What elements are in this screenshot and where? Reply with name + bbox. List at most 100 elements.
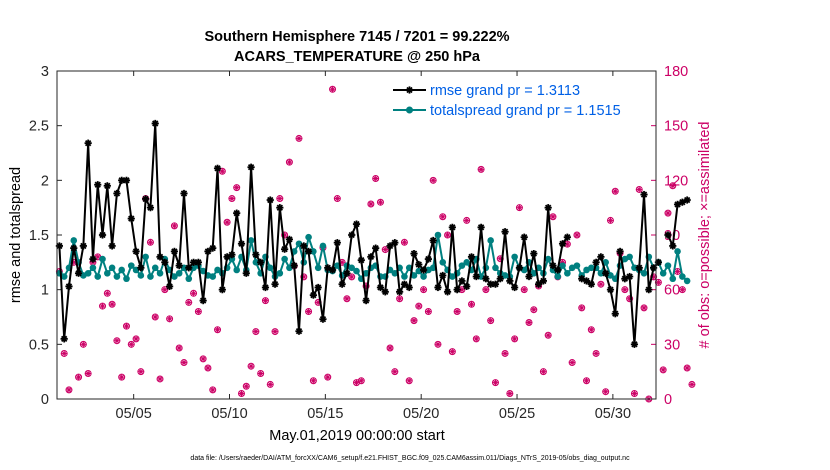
- totalspread-point: [434, 231, 442, 239]
- totalspread-point: [544, 255, 552, 263]
- totalspread-point: [185, 275, 193, 283]
- legend-rmse-asterisk: [405, 86, 414, 94]
- rmse-point: [180, 189, 188, 198]
- rmse-point: [630, 340, 639, 348]
- obs-assimilated-marker: [228, 195, 235, 202]
- rmse-point: [554, 266, 562, 274]
- totalspread-point: [104, 269, 111, 277]
- rmse-point: [415, 260, 423, 269]
- rmse-point: [491, 280, 500, 288]
- rmse-point: [357, 256, 365, 264]
- rmse-point: [103, 182, 111, 190]
- obs-assimilated-marker: [233, 184, 240, 191]
- obs-assimilated-marker: [75, 374, 82, 381]
- obs-assimilated-marker: [478, 166, 485, 173]
- left-tick-label: 2: [41, 173, 49, 189]
- rmse-point: [669, 242, 677, 250]
- obs-assimilated-marker: [674, 268, 681, 275]
- obs-assimilated-marker: [358, 377, 365, 384]
- obs-assimilated-marker: [214, 326, 221, 333]
- rmse-point: [563, 233, 571, 241]
- obs-assimilated-marker: [463, 217, 470, 224]
- obs-assimilated-marker: [133, 335, 140, 342]
- obs-assimilated-marker: [243, 383, 250, 390]
- obs-assimilated-marker: [387, 344, 394, 351]
- totalspread-point: [530, 269, 538, 277]
- rmse-point: [496, 275, 504, 283]
- obs-assimilated-marker: [166, 315, 173, 322]
- totalspread-point: [573, 262, 581, 269]
- obs-assimilated-marker: [257, 370, 264, 377]
- totalspread-point: [142, 253, 149, 261]
- obs-assimilated-marker: [238, 390, 245, 397]
- obs-assimilated-marker: [540, 368, 547, 375]
- left-tick-label: 0.5: [29, 337, 49, 353]
- rmse-point: [544, 204, 552, 212]
- rmse-point: [530, 249, 538, 258]
- obs-assimilated-marker: [382, 246, 389, 253]
- obs-assimilated-marker: [343, 295, 350, 302]
- rmse-point: [233, 209, 241, 217]
- right-tick-label: 120: [664, 173, 688, 189]
- rmse-point: [372, 244, 380, 252]
- rmse-point: [257, 258, 265, 266]
- totalspread-point: [233, 266, 240, 274]
- rmse-point: [175, 262, 183, 270]
- rmse-point: [477, 223, 485, 231]
- rmse-point: [146, 204, 155, 212]
- x-axis-label: May.01,2019 00:00:00 start: [269, 428, 444, 444]
- totalspread-point: [664, 262, 672, 269]
- obs-assimilated-marker: [377, 199, 384, 206]
- rmse-point: [333, 239, 341, 247]
- rmse-point: [534, 280, 543, 288]
- totalspread-point: [276, 269, 284, 277]
- rmse-point: [506, 277, 514, 285]
- obs-assimilated-marker: [348, 273, 355, 280]
- x-tick-label: 05/25: [499, 406, 535, 422]
- obs-assimilated-marker: [597, 281, 604, 288]
- rmse-point: [645, 286, 653, 294]
- obs-assimilated-marker: [209, 386, 216, 393]
- totalspread-point: [564, 269, 571, 277]
- rmse-point: [439, 271, 447, 280]
- totalspread-point: [640, 269, 648, 277]
- obs-assimilated-marker: [569, 359, 576, 366]
- obs-assimilated-marker: [61, 350, 68, 357]
- obs-assimilated-marker: [473, 335, 480, 342]
- rmse-point: [170, 247, 179, 255]
- obs-assimilated-marker: [195, 308, 202, 315]
- obs-assimilated-marker: [420, 286, 427, 293]
- legend: rmse grand pr = 1.3113 totalspread grand…: [389, 80, 648, 120]
- rmse-point: [472, 272, 480, 281]
- obs-assimilated-marker: [334, 195, 341, 202]
- obs-assimilated-marker: [262, 297, 269, 304]
- rmse-point: [602, 269, 610, 277]
- obs-assimilated-marker: [123, 323, 130, 330]
- obs-assimilated-marker: [454, 308, 461, 315]
- totalspread-point: [60, 273, 68, 280]
- rmse-point: [362, 297, 370, 305]
- obs-assimilated-marker: [185, 299, 192, 306]
- y-axis-label-left: rmse and totalspread: [8, 167, 24, 303]
- obs-assimilated-marker: [664, 210, 671, 217]
- totalspread-point: [151, 264, 159, 272]
- rmse-point: [137, 264, 145, 272]
- right-tick-label: 150: [664, 119, 688, 135]
- obs-assimilated-marker: [329, 86, 336, 93]
- obs-assimilated-marker: [180, 359, 187, 366]
- rmse-point: [338, 280, 346, 288]
- rmse-point: [194, 258, 202, 266]
- obs-assimilated-marker: [157, 375, 164, 382]
- rmse-point: [185, 264, 193, 272]
- totalspread-point: [674, 248, 681, 255]
- totalspread-point: [511, 253, 518, 261]
- obs-assimilated-marker: [526, 319, 533, 326]
- rmse-point: [539, 277, 547, 285]
- totalspread-point: [123, 275, 130, 283]
- obs-assimilated-marker: [118, 374, 125, 381]
- totalspread-point: [70, 237, 78, 244]
- rmse-point: [228, 251, 236, 259]
- rmse-point: [276, 204, 284, 212]
- totalspread-point: [252, 259, 260, 266]
- obs-assimilated-marker: [152, 314, 159, 320]
